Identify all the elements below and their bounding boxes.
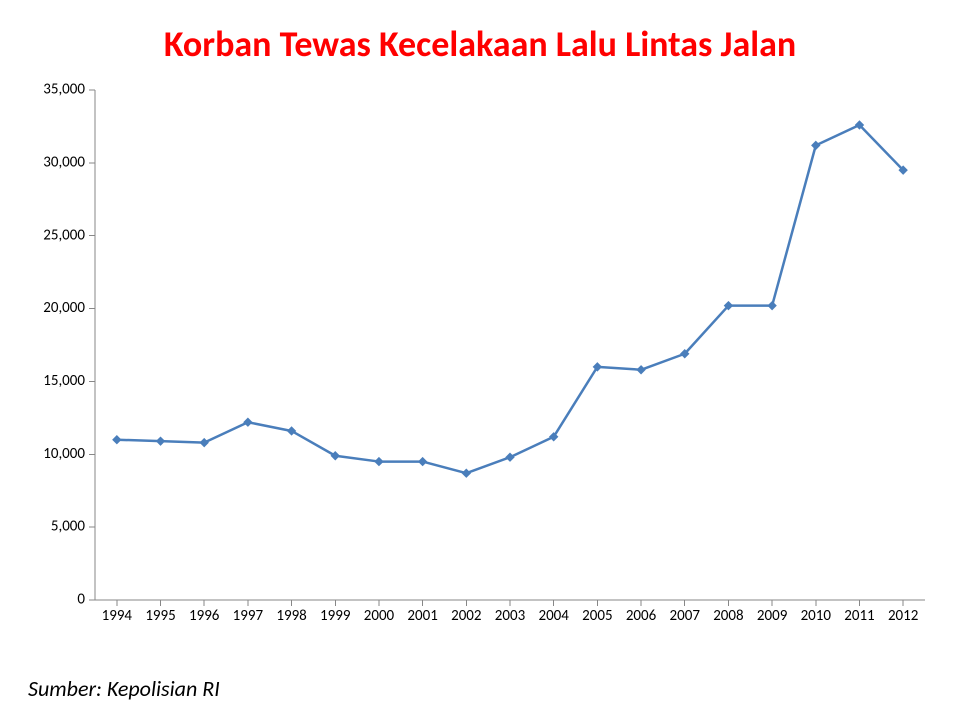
x-tick-label: 2007 — [670, 607, 701, 625]
x-tick-label: 1996 — [189, 607, 220, 625]
x-tick-label: 2008 — [713, 607, 743, 625]
x-tick-label: 1999 — [320, 607, 351, 625]
data-point — [419, 458, 427, 466]
y-tick-label: 35,000 — [43, 81, 85, 99]
y-tick-label: 10,000 — [43, 445, 85, 463]
data-point — [113, 436, 121, 444]
data-point — [768, 302, 776, 310]
data-point — [244, 418, 252, 426]
chart-title: Korban Tewas Kecelakaan Lalu Lintas Jala… — [0, 22, 960, 66]
source-caption: Sumber: Kepolisian RI — [28, 675, 220, 702]
y-tick-label: 20,000 — [43, 299, 85, 317]
x-tick-label: 2005 — [582, 607, 612, 625]
x-tick-label: 2004 — [538, 607, 569, 625]
x-tick-label: 2002 — [451, 607, 481, 625]
data-point — [812, 141, 820, 149]
y-tick-label: 0 — [77, 591, 85, 609]
data-point — [462, 469, 470, 477]
x-tick-label: 2012 — [888, 607, 918, 625]
y-tick-label: 25,000 — [43, 226, 85, 244]
data-point — [375, 458, 383, 466]
data-point — [506, 453, 514, 461]
x-tick-label: 2003 — [495, 607, 526, 625]
x-tick-label: 1998 — [276, 607, 306, 625]
x-tick-label: 2000 — [364, 607, 395, 625]
y-tick-label: 5,000 — [51, 518, 86, 536]
x-tick-label: 2006 — [626, 607, 657, 625]
y-tick-label: 15,000 — [43, 372, 85, 390]
y-tick-label: 30,000 — [43, 153, 85, 171]
data-point — [637, 366, 645, 374]
x-tick-label: 1995 — [145, 607, 175, 625]
x-tick-label: 1997 — [233, 607, 264, 625]
line-chart: 0 5,000 10,000 15,000 20,000 25,000 30,000 35,0… — [35, 80, 935, 630]
x-tick-label: 2010 — [801, 607, 832, 625]
series-line-fatalities — [117, 125, 903, 473]
x-tick-label: 2009 — [757, 607, 788, 625]
x-tick-label: 2011 — [844, 607, 874, 625]
data-point — [157, 437, 165, 445]
data-point — [200, 439, 208, 447]
x-tick-label: 2001 — [407, 607, 437, 625]
x-tick-label: 1994 — [102, 607, 133, 625]
